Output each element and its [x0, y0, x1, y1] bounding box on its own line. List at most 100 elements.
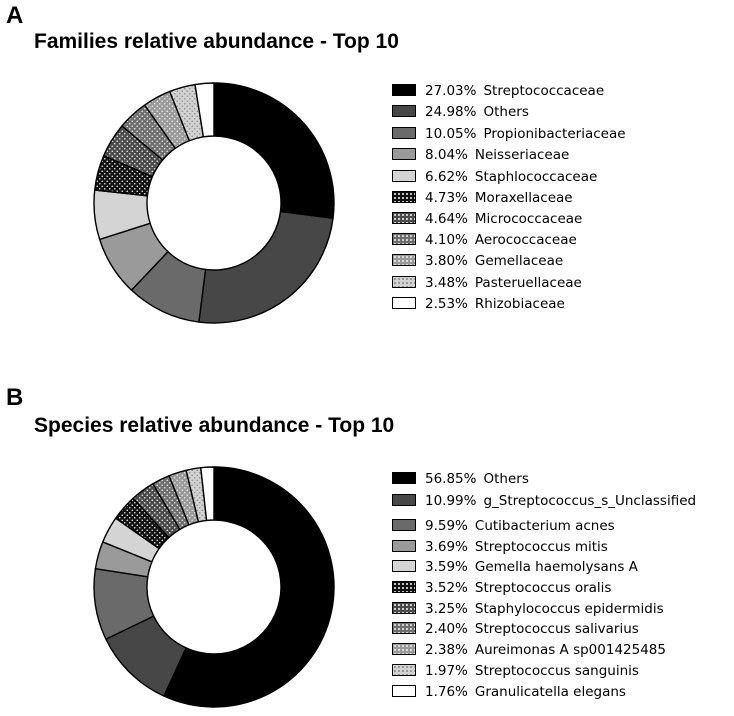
legend-percent: 3.52% — [425, 580, 468, 596]
donut-slice-rhizobiaceae — [194, 82, 215, 138]
legend-label: g_Streptococcus_s_Unclassified — [483, 493, 697, 509]
donut-chart — [93, 82, 335, 324]
legend-item: 10.99% g_Streptococcus_s_Unclassified — [392, 492, 696, 510]
legend-item: 3.48% Pasteruellaceae — [392, 274, 582, 292]
legend-item: 24.98% Others — [392, 103, 529, 121]
legend-item: 1.97% Streptococcus sanguinis — [392, 662, 639, 680]
legend-item: 4.73% Moraxellaceae — [392, 189, 573, 207]
panel-letter: B — [6, 384, 24, 411]
legend-label: Micrococcaceae — [474, 211, 583, 227]
legend-label: Aureimonas A sp001425485 — [474, 642, 666, 658]
legend-item: 3.25% Staphylococcus epidermidis — [392, 600, 664, 618]
legend-percent: 10.99% — [425, 493, 477, 509]
legend-swatch — [392, 560, 416, 572]
legend-percent: 9.59% — [425, 518, 468, 534]
legend-swatch — [392, 685, 416, 697]
legend-percent: 2.38% — [425, 642, 468, 658]
legend-swatch — [392, 276, 416, 288]
legend-item: 1.76% Granulicatella elegans — [392, 683, 626, 701]
legend-percent: 24.98% — [425, 104, 477, 120]
legend-item: 8.04% Neisseriaceae — [392, 146, 569, 164]
legend-percent: 10.05% — [425, 126, 477, 142]
legend-item: 27.03% Streptococcaceae — [392, 82, 604, 100]
legend-label: Staphylococcus epidermidis — [474, 601, 664, 617]
panel-b: B Species relative abundance - Top 10 56… — [0, 384, 734, 716]
legend-swatch — [392, 254, 416, 266]
legend-percent: 8.04% — [425, 147, 468, 163]
legend-item: 2.40% Streptococcus salivarius — [392, 620, 639, 638]
legend-percent: 3.69% — [425, 539, 468, 555]
panel-a: A Families relative abundance - Top 10 2… — [6, 2, 626, 324]
legend-label: Moraxellaceae — [474, 190, 573, 206]
legend-item: 6.62% Staphlococcaceae — [392, 168, 597, 186]
legend-label: Gemella haemolysans A — [474, 559, 638, 575]
legend-percent: 3.48% — [425, 275, 468, 291]
legend-percent: 6.62% — [425, 169, 468, 185]
legend-label: Staphlococcaceae — [474, 169, 598, 185]
legend-percent: 27.03% — [425, 83, 477, 99]
legend-percent: 4.73% — [425, 190, 468, 206]
legend-item: 4.10% Aerococcaceae — [392, 231, 577, 249]
legend-label: Neisseriaceae — [474, 147, 570, 163]
legend-percent: 2.40% — [425, 621, 468, 637]
chart-title: Species relative abundance - Top 10 — [34, 414, 395, 437]
legend-label: Others — [483, 104, 529, 120]
legend-percent: 3.80% — [425, 253, 468, 269]
panel-letter: A — [6, 2, 24, 29]
legend-swatch — [392, 105, 416, 117]
donut-chart — [93, 466, 335, 708]
legend-percent: 3.59% — [425, 559, 468, 575]
legend-item: 4.64% Micrococcaceae — [392, 210, 582, 228]
legend-item: 2.53% Rhizobiaceae — [392, 295, 565, 313]
legend-item: 10.05% Propionibacteriaceae — [392, 125, 626, 143]
legend-swatch — [392, 494, 416, 506]
legend-percent: 4.64% — [425, 211, 468, 227]
legend-swatch — [392, 212, 416, 224]
legend-swatch — [392, 170, 416, 182]
legend-percent: 3.25% — [425, 601, 468, 617]
legend-swatch — [392, 664, 416, 676]
legend-label: Pasteruellaceae — [474, 275, 582, 291]
legend-item: 3.69% Streptococcus mitis — [392, 538, 608, 556]
legend-label: Streptococcus oralis — [474, 580, 612, 596]
legend-swatch — [392, 519, 416, 531]
legend-swatch — [392, 191, 416, 203]
legend-swatch — [392, 643, 416, 655]
legend-label: Streptococcaceae — [483, 83, 605, 99]
legend-item: 3.59% Gemella haemolysans A — [392, 558, 638, 576]
legend-item: 3.52% Streptococcus oralis — [392, 579, 611, 597]
legend-label: Granulicatella elegans — [474, 684, 626, 700]
legend-label: Propionibacteriaceae — [483, 126, 626, 142]
donut-slice-streptococcaceae — [213, 82, 335, 219]
legend-percent: 56.85% — [425, 471, 477, 487]
legend-percent: 1.97% — [425, 663, 468, 679]
legend-swatch — [392, 622, 416, 634]
donut-slice-others — [163, 466, 335, 708]
legend-swatch — [392, 127, 416, 139]
legend-label: Streptococcus salivarius — [474, 621, 639, 637]
donut-slice-granulicatella-elegans — [200, 466, 215, 522]
legend-percent: 2.53% — [425, 296, 468, 312]
legend-label: Others — [483, 471, 529, 487]
legend-label: Gemellaceae — [474, 253, 564, 269]
legend-swatch — [392, 540, 416, 552]
legend-label: Aerococcaceae — [474, 232, 577, 248]
legend-swatch — [392, 233, 416, 245]
legend-item: 2.38% Aureimonas A sp001425485 — [392, 641, 666, 659]
legend-swatch — [392, 84, 416, 96]
legend-swatch — [392, 602, 416, 614]
legend-swatch — [392, 581, 416, 593]
legend-percent: 1.76% — [425, 684, 468, 700]
legend-swatch — [392, 148, 416, 160]
legend-item: 56.85% Others — [392, 470, 529, 488]
legend-label: Streptococcus mitis — [474, 539, 608, 555]
legend-item: 3.80% Gemellaceae — [392, 252, 563, 270]
legend-percent: 4.10% — [425, 232, 468, 248]
legend-label: Rhizobiaceae — [474, 296, 565, 312]
legend-label: Streptococcus sanguinis — [474, 663, 639, 679]
legend-swatch — [392, 472, 416, 484]
legend-item: 9.59% Cutibacterium acnes — [392, 517, 615, 535]
chart-title: Families relative abundance - Top 10 — [34, 30, 399, 53]
donut-slice-others — [198, 210, 334, 324]
legend-label: Cutibacterium acnes — [474, 518, 615, 534]
